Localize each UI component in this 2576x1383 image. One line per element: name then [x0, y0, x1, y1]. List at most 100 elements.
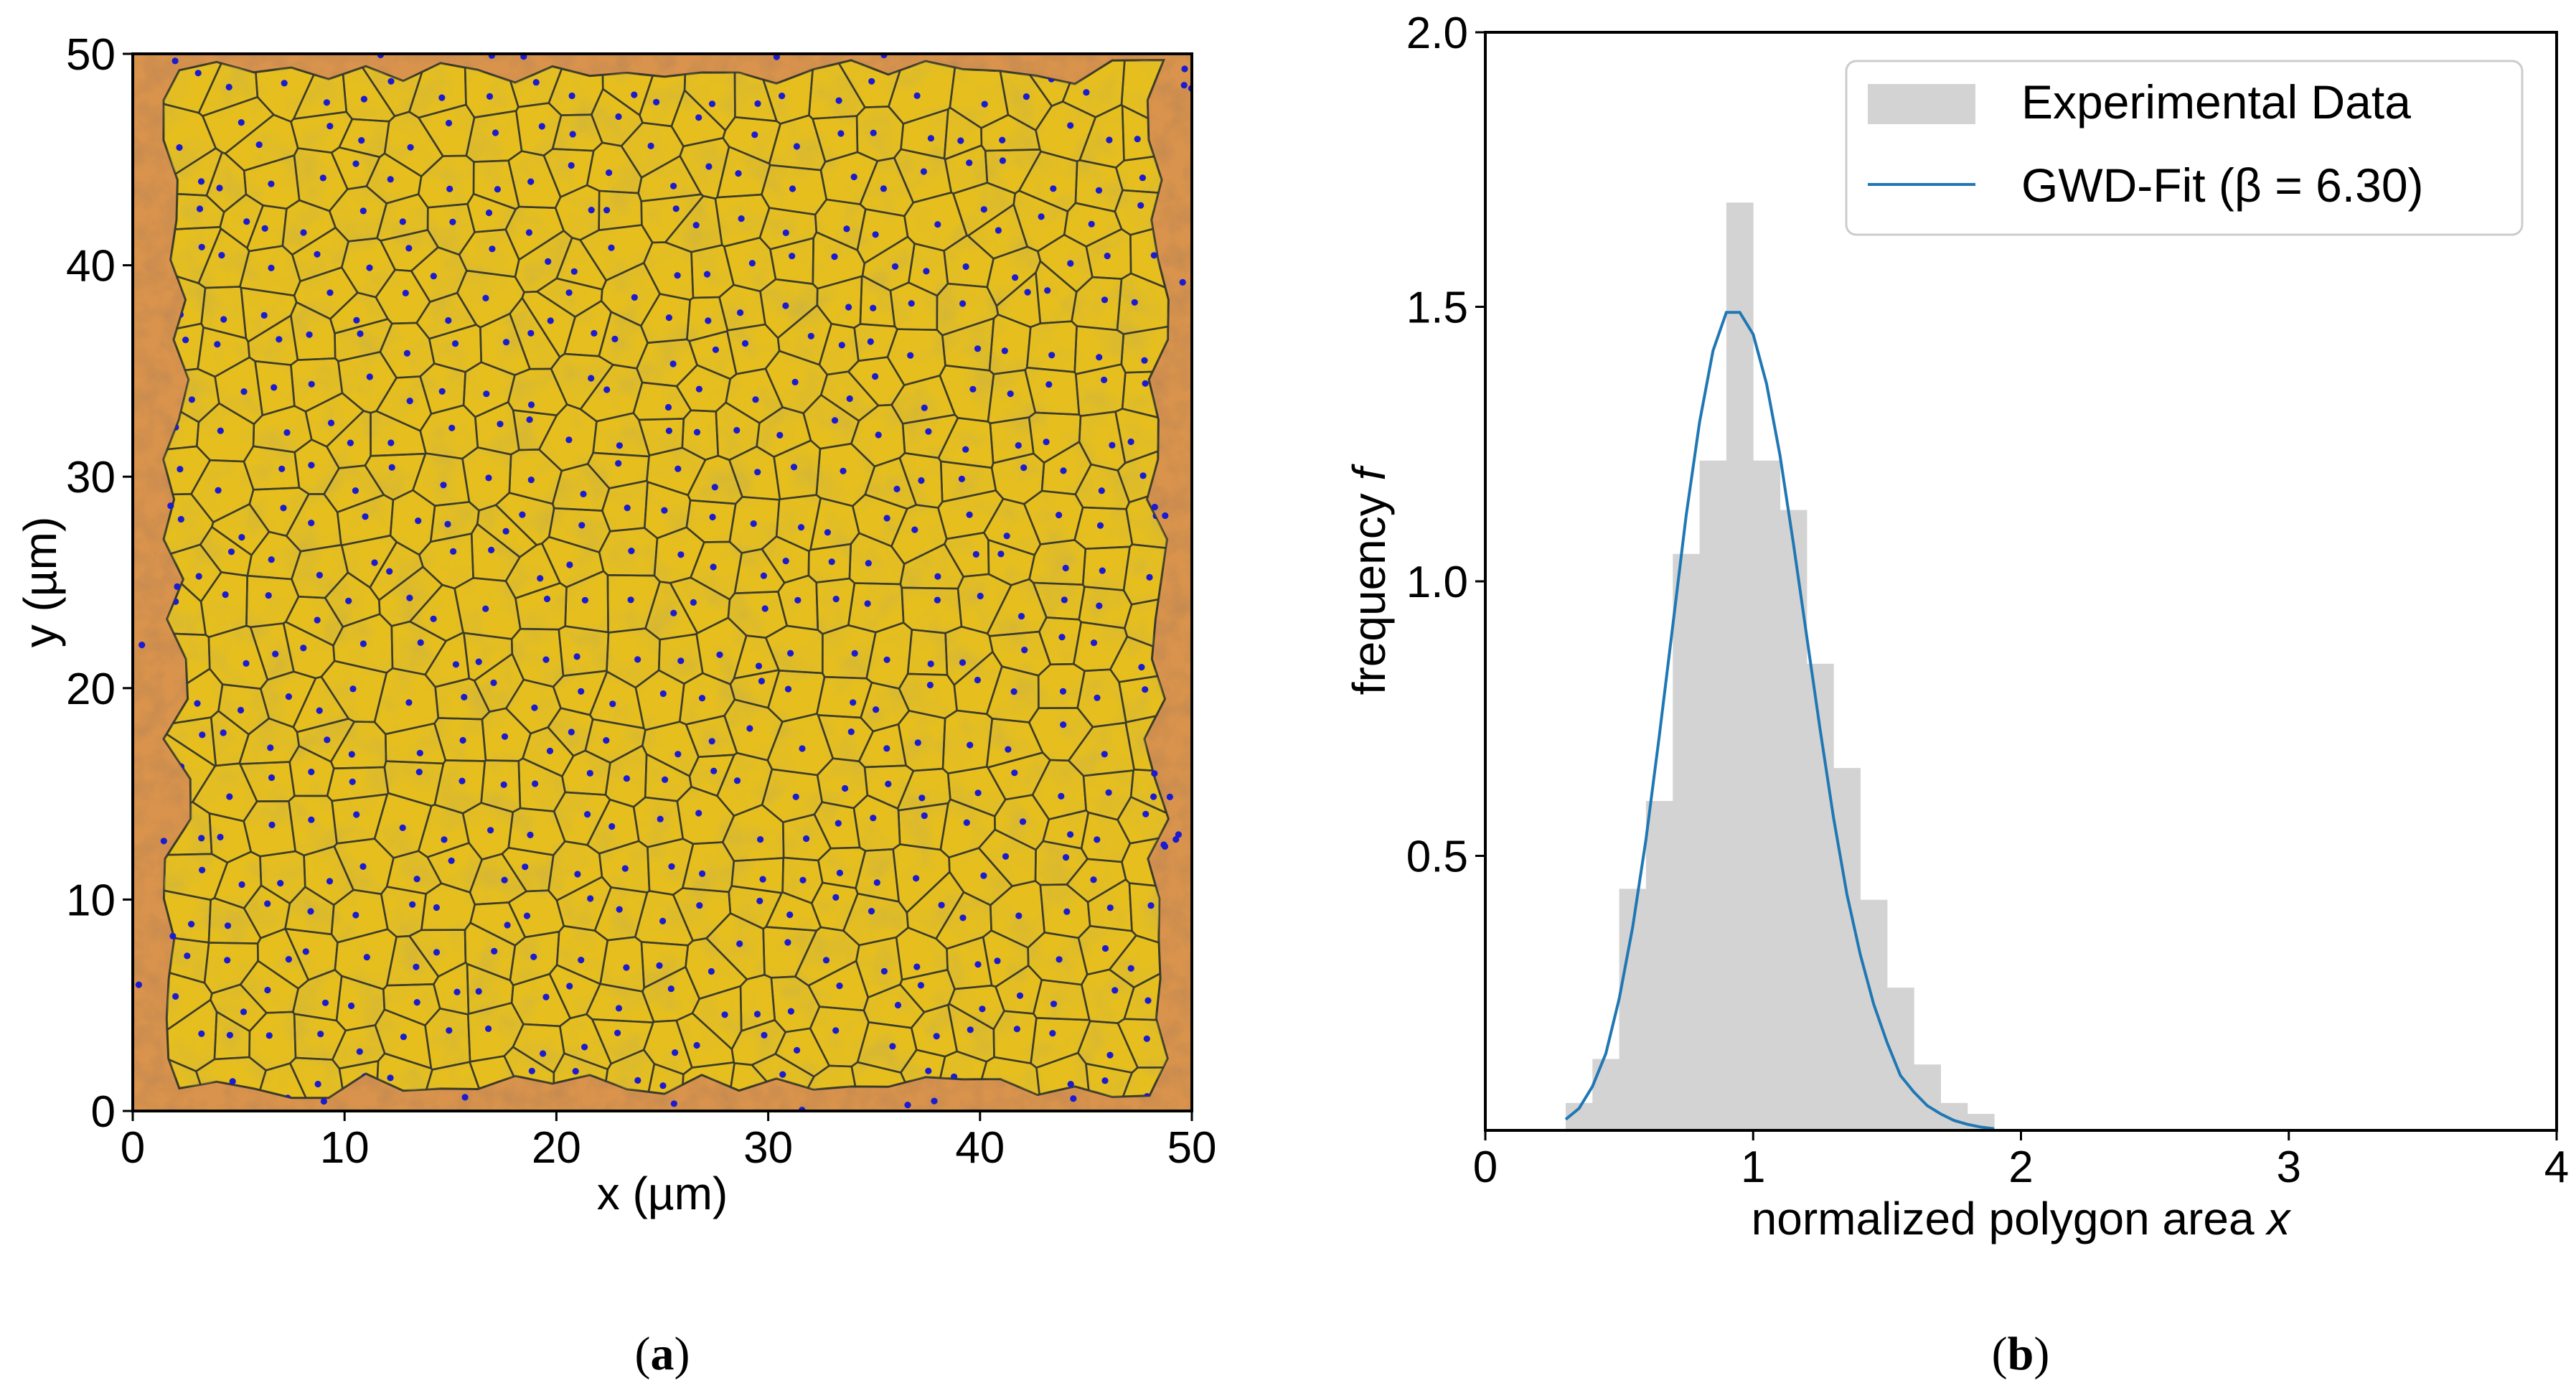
seed-point — [695, 810, 702, 817]
histogram-bar — [1886, 988, 1914, 1130]
seed-point — [838, 342, 845, 349]
seed-point — [527, 401, 535, 408]
seed-point — [615, 460, 622, 467]
seed-point — [1096, 602, 1103, 609]
seed-point — [570, 268, 578, 275]
seed-point — [225, 83, 232, 90]
seed-point — [261, 225, 268, 232]
seed-point — [446, 185, 453, 192]
seed-point — [738, 215, 745, 222]
seed-point — [1012, 274, 1019, 281]
seed-point — [265, 1032, 273, 1039]
seed-point — [199, 866, 206, 873]
seed-point — [754, 100, 761, 107]
seed-point — [400, 1033, 408, 1041]
seed-point — [787, 650, 794, 657]
seed-point — [268, 774, 276, 782]
plot-frame-a — [131, 52, 1193, 1112]
seed-point — [1058, 792, 1065, 800]
seed-point — [1002, 853, 1010, 860]
seed-point — [784, 685, 792, 693]
seed-point — [215, 487, 222, 494]
seed-point — [568, 92, 575, 100]
seed-point — [921, 812, 928, 820]
seed-point — [277, 880, 284, 887]
seed-point — [217, 833, 224, 840]
outer-point — [167, 502, 174, 510]
seed-point — [326, 123, 334, 130]
seed-point — [662, 776, 669, 783]
seed-point — [314, 617, 321, 624]
seed-point — [699, 870, 706, 877]
seed-point — [864, 600, 871, 607]
histogram-bar — [1699, 460, 1727, 1130]
seed-point — [753, 1011, 761, 1018]
seed-point — [1146, 573, 1153, 581]
seed-point — [748, 260, 756, 267]
seed-point — [416, 749, 423, 756]
seed-point — [755, 662, 763, 670]
seed-point — [1106, 136, 1113, 144]
seed-point — [1111, 987, 1119, 994]
seed-point — [229, 1078, 236, 1085]
seed-point — [721, 1011, 728, 1018]
voronoi-cells — [163, 60, 1169, 1098]
seed-point — [448, 857, 455, 864]
seed-point — [661, 507, 668, 514]
seed-point — [1062, 564, 1069, 572]
seed-point — [845, 304, 852, 311]
seed-point — [504, 922, 511, 929]
seed-point — [999, 157, 1006, 164]
voronoi-cell — [730, 60, 818, 125]
seed-point — [352, 487, 359, 494]
seed-point — [1105, 789, 1112, 796]
seed-point — [406, 594, 413, 601]
y-tick-label-b: 0.5 — [1406, 833, 1468, 882]
seed-point — [923, 268, 930, 275]
seed-point — [280, 505, 287, 512]
seed-point — [837, 130, 845, 137]
y-tick-label-a: 20 — [66, 665, 116, 714]
y-tick-label-a: 0 — [91, 1087, 116, 1137]
seed-point — [588, 375, 595, 382]
seed-point — [667, 985, 674, 993]
seed-point — [872, 231, 879, 238]
seed-point — [1083, 89, 1090, 96]
seed-point — [264, 986, 271, 994]
caption-a-letter: a — [651, 1328, 674, 1380]
seed-point — [868, 78, 875, 85]
panel-a: 0 10 20 30 40 50 0 10 20 30 40 50 x (µm) y (µm) (a) — [14, 30, 1216, 1380]
seed-point — [705, 317, 712, 324]
seed-point — [1090, 876, 1097, 883]
seed-point — [546, 747, 554, 754]
seed-point — [1043, 439, 1050, 446]
seed-point — [345, 597, 352, 604]
seed-point — [761, 605, 768, 612]
seed-point — [831, 253, 838, 261]
seed-point — [308, 520, 315, 527]
seed-point — [494, 186, 502, 193]
seed-point — [803, 835, 810, 843]
seed-point — [445, 317, 452, 324]
seed-point — [835, 97, 842, 104]
seed-point — [1059, 688, 1067, 695]
legend: Experimental Data GWD-Fit (β = 6.30) — [1845, 60, 2524, 236]
x-tick-label-a: 0 — [121, 1123, 145, 1173]
seed-point — [502, 339, 510, 346]
seed-point — [1067, 831, 1074, 838]
seed-point — [1061, 596, 1068, 604]
outer-point — [461, 1094, 469, 1101]
x-tick-label-b: 2 — [2008, 1143, 2033, 1192]
seed-point — [1062, 854, 1070, 861]
seed-point — [789, 253, 796, 260]
seed-point — [459, 777, 466, 784]
voronoi-cell — [249, 60, 338, 123]
seed-point — [226, 1031, 233, 1039]
seed-point — [308, 816, 315, 823]
seed-point — [459, 736, 466, 744]
voronoi-cell — [1120, 60, 1169, 165]
seed-point — [918, 794, 926, 802]
seed-point — [222, 591, 229, 599]
seed-point — [883, 515, 890, 522]
x-tick-label-a: 10 — [320, 1123, 370, 1173]
